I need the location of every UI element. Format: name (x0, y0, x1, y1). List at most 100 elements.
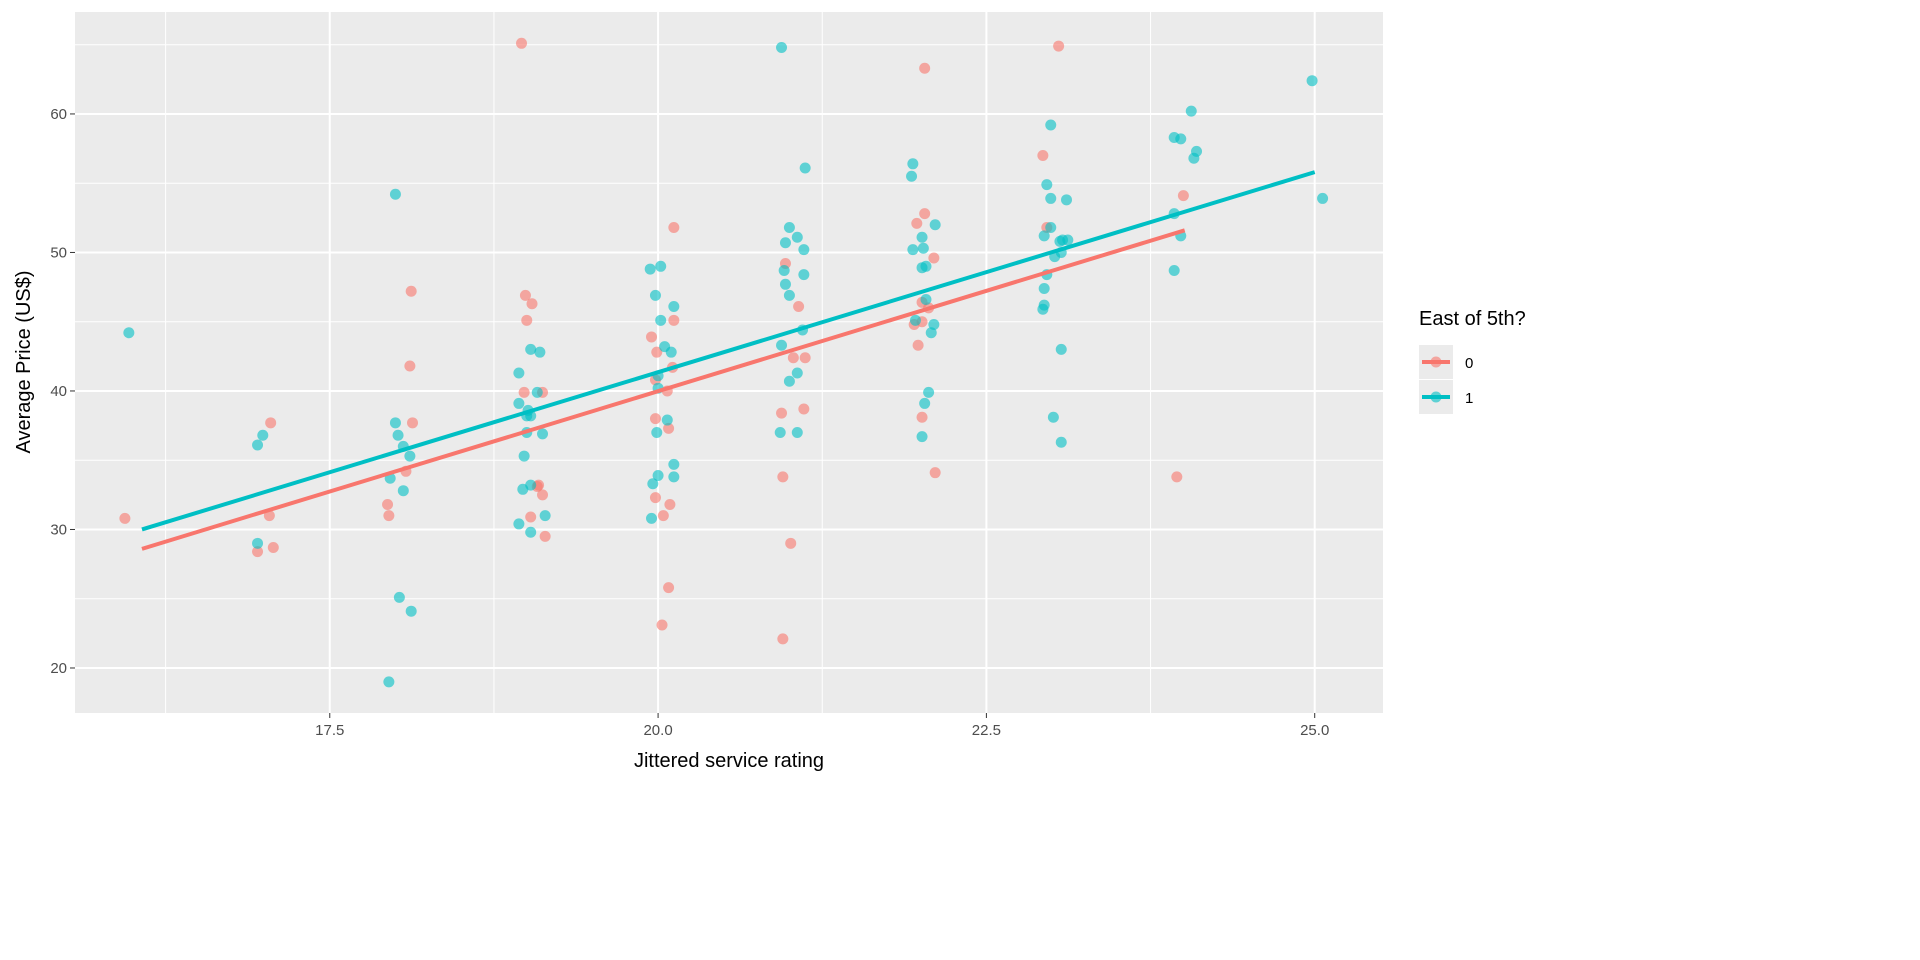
x-tick-label: 17.5 (315, 722, 344, 739)
y-axis-label: Average Price (US$) (13, 270, 35, 453)
data-point-group-1 (798, 244, 810, 256)
data-point-group-0 (919, 62, 931, 74)
data-point-group-1 (1306, 75, 1318, 87)
data-point-group-1 (783, 289, 795, 301)
data-point-group-1 (393, 591, 405, 603)
data-point-group-1 (525, 343, 537, 355)
regression-line-group-0 (141, 228, 1186, 551)
data-point-group-1 (1054, 235, 1066, 247)
data-point-group-1 (668, 458, 680, 470)
data-point-group-0 (1053, 40, 1065, 52)
data-point-group-0 (668, 314, 680, 326)
data-point-group-1 (1038, 282, 1050, 294)
data-point-group-1 (513, 518, 525, 530)
data-point-group-1 (252, 537, 264, 549)
data-point-group-1 (923, 386, 935, 398)
data-point-group-1 (525, 526, 537, 538)
data-point-group-0 (404, 360, 416, 372)
data-point-group-1 (1045, 192, 1057, 204)
data-point-group-1 (1168, 264, 1180, 276)
data-point-group-1 (383, 676, 395, 688)
data-point-group-0 (911, 217, 923, 229)
data-point-group-0 (664, 499, 676, 511)
legend-label-1: 1 (1465, 390, 1473, 407)
data-point-group-0 (929, 467, 941, 479)
data-point-group-0 (916, 411, 928, 423)
data-point-group-1 (389, 417, 401, 429)
data-point-group-1 (1185, 105, 1197, 117)
data-point-group-0 (383, 510, 395, 522)
data-point-group-1 (907, 158, 919, 170)
data-point-group-1 (661, 414, 673, 426)
data-point-group-0 (777, 471, 789, 483)
data-point-group-0 (919, 208, 931, 220)
x-tick-label: 25.0 (1300, 722, 1329, 739)
data-point-group-1 (1037, 303, 1049, 315)
data-point-group-0 (1171, 471, 1183, 483)
data-point-group-1 (668, 300, 680, 312)
legend: East of 5th? 0 1 (1419, 308, 1526, 414)
data-point-group-1 (928, 318, 940, 330)
data-point-group-0 (382, 499, 394, 511)
data-point-group-0 (407, 417, 419, 429)
data-point-group-1 (917, 242, 929, 254)
data-point-group-0 (785, 537, 797, 549)
panel-background (75, 12, 1383, 713)
data-point-group-1 (644, 263, 656, 275)
data-point-group-0 (799, 352, 811, 364)
data-point-group-1 (925, 327, 937, 339)
data-point-group-1 (651, 427, 663, 439)
y-tick-label: 40 (50, 383, 67, 400)
data-point-group-1 (1061, 194, 1073, 206)
data-point-group-1 (1317, 192, 1329, 204)
x-axis-label: Jittered service rating (634, 750, 824, 772)
data-point-group-0 (912, 339, 924, 351)
data-point-group-1 (783, 222, 795, 234)
data-point-group-1 (907, 244, 919, 256)
data-point-group-0 (252, 546, 264, 558)
x-tick-label: 20.0 (643, 722, 672, 739)
y-tick-label: 30 (50, 521, 67, 538)
data-point-group-0 (521, 314, 533, 326)
data-point-group-0 (649, 413, 661, 425)
data-point-group-1 (668, 471, 680, 483)
data-point-group-1 (798, 269, 810, 281)
data-point-group-1 (1055, 343, 1067, 355)
data-point-group-0 (516, 37, 528, 49)
data-point-group-1 (776, 339, 788, 351)
data-point-group-1 (531, 386, 543, 398)
data-point-group-0 (793, 300, 805, 312)
data-point-group-0 (265, 417, 277, 429)
data-point-group-1 (257, 429, 269, 441)
data-point-group-1 (776, 41, 788, 53)
legend-key-point (1430, 356, 1442, 368)
data-point-group-1 (920, 294, 932, 306)
y-axis-ticks: 20 30 40 50 60 (50, 106, 75, 677)
data-point-group-1 (791, 427, 803, 439)
data-point-group-1 (916, 431, 928, 443)
data-point-group-0 (657, 510, 669, 522)
data-point-group-1 (783, 375, 795, 387)
y-tick-label: 50 (50, 244, 67, 261)
data-point-group-1 (513, 367, 525, 379)
data-point-group-1 (655, 260, 667, 272)
data-point-group-1 (123, 327, 135, 339)
data-point-group-0 (776, 407, 788, 419)
legend-key-point (1430, 391, 1442, 403)
data-point-group-1 (655, 314, 667, 326)
data-point-group-0 (119, 512, 131, 524)
data-point-group-1 (404, 450, 416, 462)
data-point-group-0 (537, 489, 549, 501)
data-point-group-1 (779, 237, 791, 249)
data-point-group-1 (646, 512, 658, 524)
data-point-group-0 (525, 511, 537, 523)
data-point-group-0 (798, 403, 810, 415)
data-point-group-1 (1055, 436, 1067, 448)
data-point-group-1 (397, 485, 409, 497)
data-point-group-1 (799, 162, 811, 174)
data-point-group-1 (534, 346, 546, 358)
data-point-group-0 (651, 346, 663, 358)
regression-lines (141, 170, 1316, 551)
data-point-group-0 (663, 422, 675, 434)
